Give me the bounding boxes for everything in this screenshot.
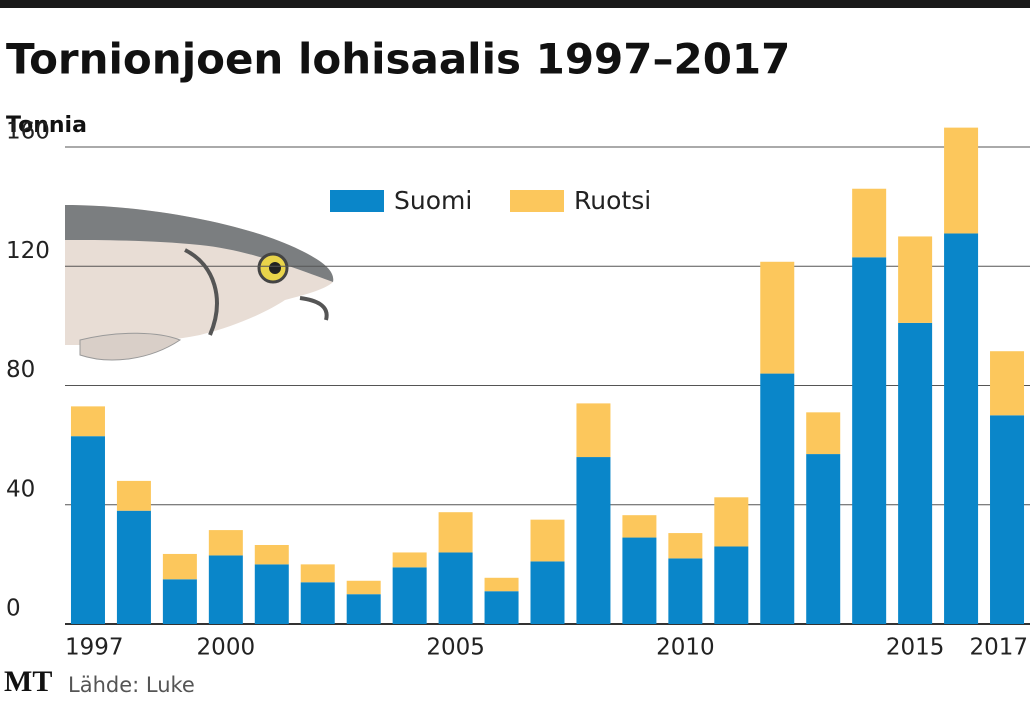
bar-segment — [300, 582, 335, 624]
logo: MT — [4, 665, 52, 698]
bar-segment — [392, 567, 427, 624]
bar-segment — [346, 580, 381, 595]
bar-segment — [990, 415, 1025, 624]
bar-segment — [346, 594, 381, 624]
bar-segment — [208, 530, 243, 556]
bar-segment — [70, 406, 105, 437]
fish-illustration — [65, 205, 334, 361]
bar-segment — [576, 403, 611, 458]
bar-segment — [806, 454, 841, 624]
bar-segment — [254, 564, 289, 624]
chart-title: Tornionjoen lohisaalis 1997–2017 — [6, 35, 790, 84]
bar-segment — [116, 510, 151, 624]
bar-segment — [990, 351, 1025, 416]
legend-label: Ruotsi — [574, 186, 651, 215]
source: Lähde: Luke — [68, 673, 195, 697]
bar-segment — [944, 233, 979, 625]
bar-segment — [898, 322, 933, 624]
top-rule — [0, 0, 1030, 8]
bar-segment — [70, 436, 105, 624]
x-tick-label: 2015 — [886, 635, 945, 661]
bar-segment — [530, 519, 565, 562]
y-tick-label: 0 — [6, 596, 21, 622]
bar-segment — [806, 412, 841, 455]
bar-segment — [116, 480, 151, 511]
bar-segment — [898, 236, 933, 323]
legend-label: Suomi — [394, 186, 472, 215]
bar-segment — [208, 555, 243, 624]
bar-segment — [254, 544, 289, 565]
bar-segment — [622, 515, 657, 538]
bar-segment — [714, 546, 749, 624]
bar-segment — [944, 127, 979, 234]
bar-segment — [622, 537, 657, 624]
y-tick-label: 80 — [6, 357, 35, 383]
bar-segment — [300, 564, 335, 583]
legend-swatch — [330, 190, 384, 212]
bar-segment — [484, 591, 519, 624]
bar-segment — [852, 188, 887, 258]
bar-segment — [668, 558, 703, 624]
legend-swatch — [510, 190, 564, 212]
bar-segment — [760, 373, 795, 624]
y-tick-label: 160 — [6, 119, 50, 145]
bar-segment — [852, 257, 887, 624]
bar-segment — [668, 533, 703, 559]
bar-segment — [484, 577, 519, 592]
bar-segment — [714, 497, 749, 547]
y-tick-label: 40 — [6, 476, 35, 502]
x-tick-label: 2010 — [656, 635, 715, 661]
bar-segment — [438, 552, 473, 624]
y-tick-label: 120 — [6, 238, 50, 264]
bar-segment — [576, 457, 611, 624]
x-tick-label: 2000 — [197, 635, 256, 661]
bar-segment — [392, 552, 427, 568]
bar-segment — [438, 512, 473, 553]
bar-segment — [162, 579, 197, 624]
bar-segment — [530, 561, 565, 624]
y-axis-label: Tonnia — [6, 113, 87, 138]
bar-segment — [162, 553, 197, 580]
x-tick-label: 2017 — [969, 635, 1028, 661]
bar-segment — [760, 261, 795, 374]
x-tick-label: 2005 — [426, 635, 485, 661]
x-tick-label: 1997 — [65, 635, 124, 661]
